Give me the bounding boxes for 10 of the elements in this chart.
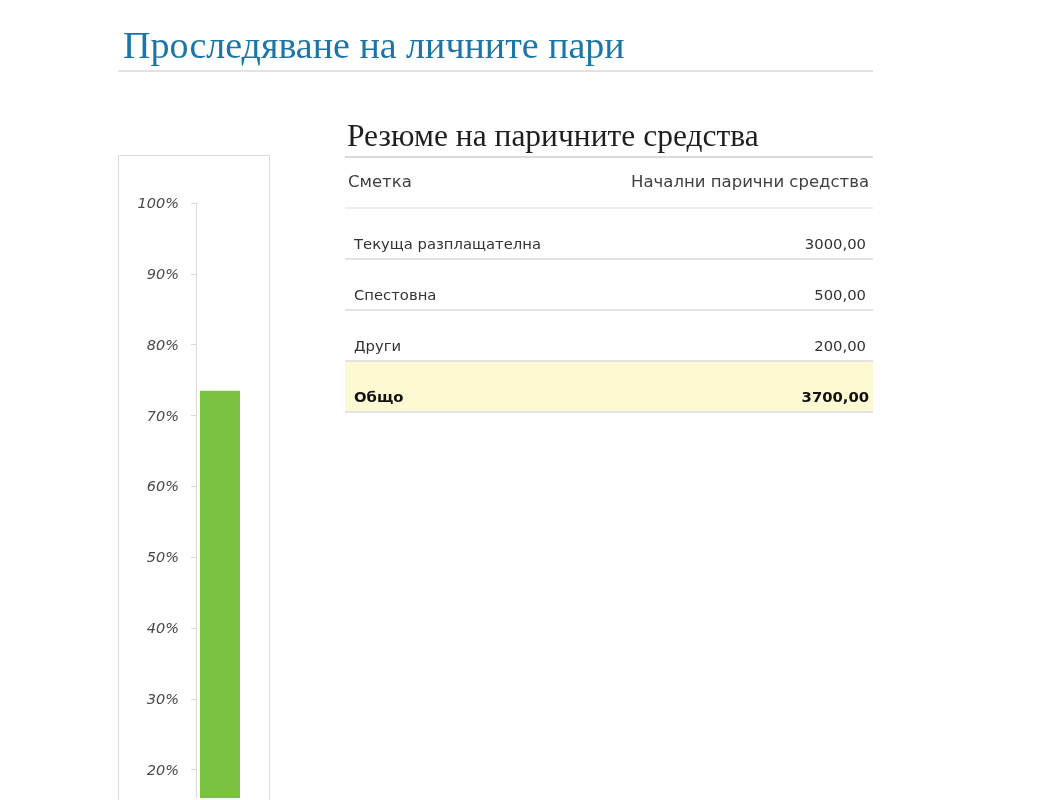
y-tick-label: 50% bbox=[146, 549, 179, 566]
y-tick-label: 40% bbox=[146, 620, 179, 636]
y-tick-label: 30% bbox=[146, 690, 179, 707]
y-tick-label: 90% bbox=[146, 265, 179, 282]
text: Проследяване на личните пари bbox=[118, 20, 873, 72]
y-tick-label: 70% bbox=[146, 407, 179, 424]
y-tick-label: 60% bbox=[146, 478, 179, 495]
y-tick-label: 100% bbox=[137, 195, 179, 211]
y-tick-label: 20% bbox=[146, 761, 179, 778]
y-tick-label: 80% bbox=[146, 336, 179, 353]
